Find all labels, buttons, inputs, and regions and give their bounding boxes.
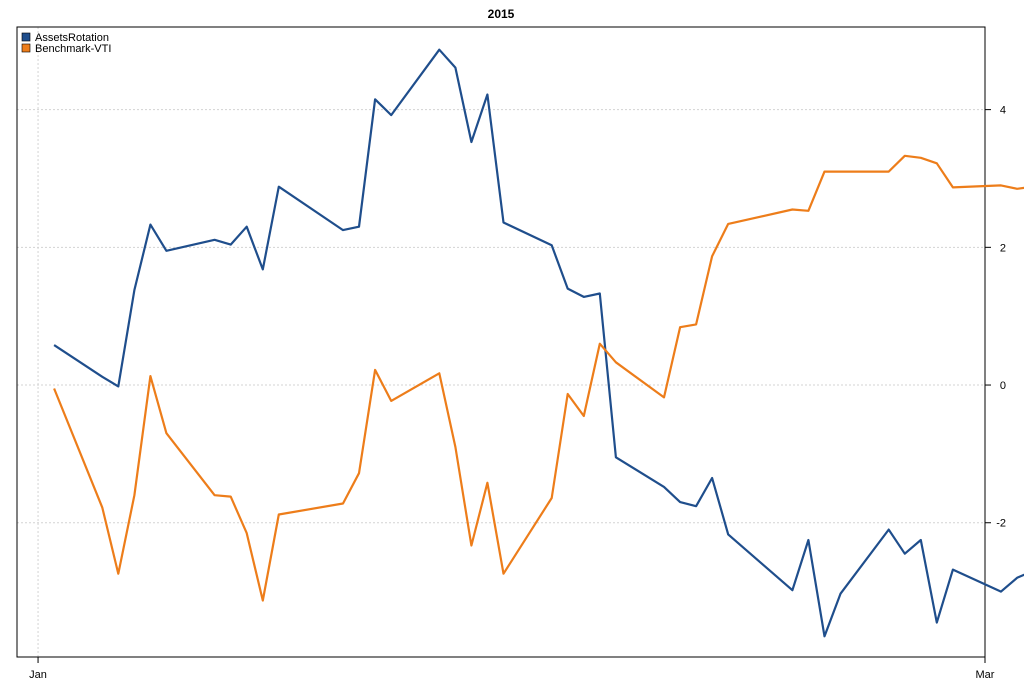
y-tick-label: 4 — [1000, 105, 1006, 117]
x-axis: Jan Mar — [29, 657, 995, 681]
chart-title: 2015 — [488, 7, 515, 21]
series-line-Benchmark-VTI — [53, 154, 1024, 602]
y-tick-label: 0 — [1000, 380, 1006, 392]
legend-label: AssetsRotation — [35, 32, 109, 44]
legend-swatch — [21, 32, 31, 42]
series-line-AssetsRotation — [53, 48, 1024, 638]
legend-swatch — [21, 43, 31, 53]
y-tick-label: 2 — [1000, 242, 1006, 254]
x-tick-label: Jan — [29, 669, 47, 681]
y-axis: -2 0 2 4 — [985, 105, 1006, 530]
legend-label: Benchmark-VTI — [35, 43, 111, 55]
y-tick-label: -2 — [996, 518, 1006, 530]
series-lines — [53, 48, 1024, 638]
x-tick-label: Mar — [976, 669, 995, 681]
plot-area — [16, 26, 986, 658]
